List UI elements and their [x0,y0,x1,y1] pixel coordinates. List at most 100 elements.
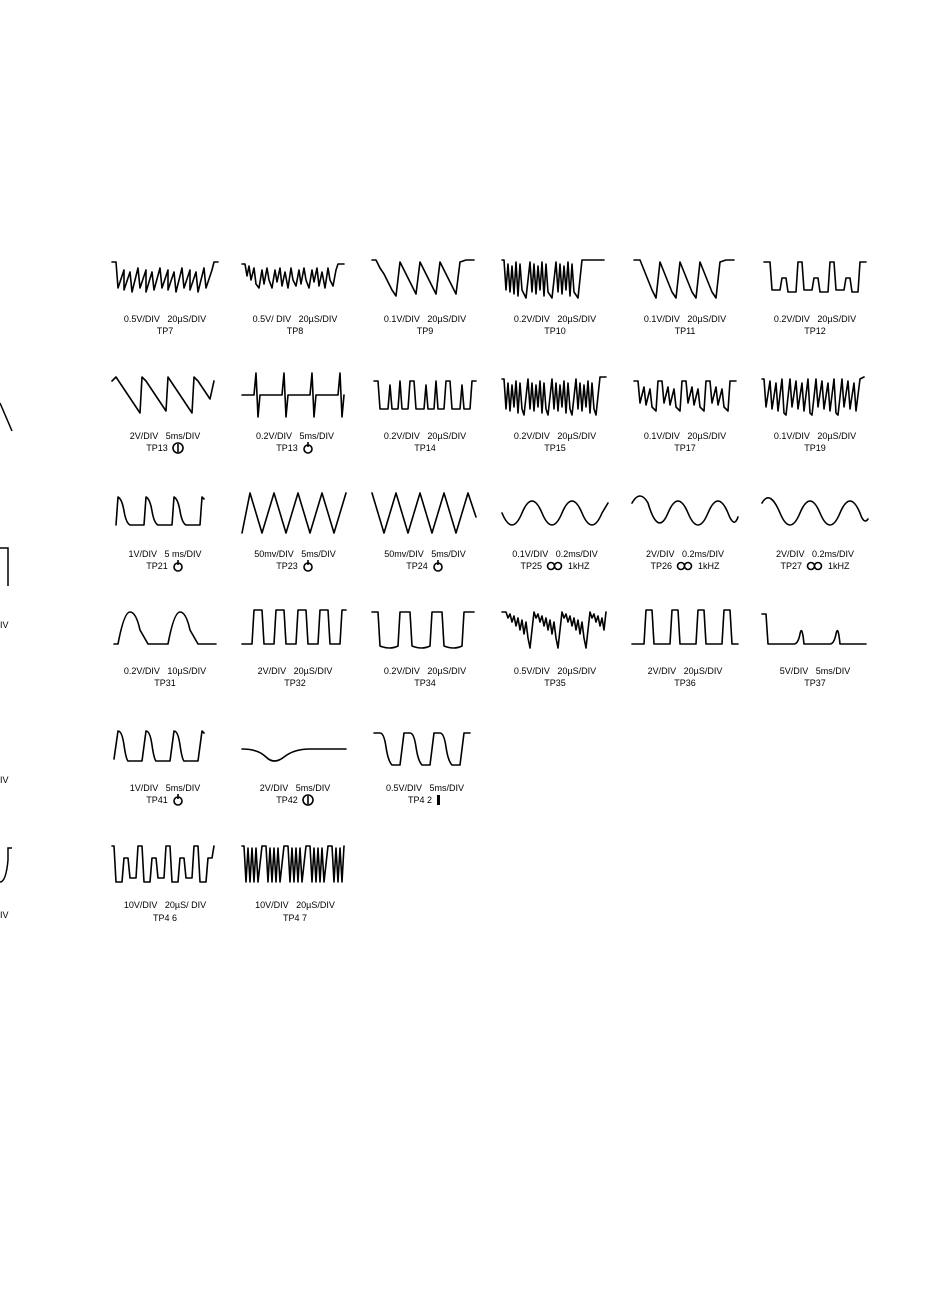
waveform-trace [110,485,220,540]
edge-fragment [0,395,16,437]
scale-label: 0.2V/DIV 20µS/DIV [514,430,596,442]
scale-label: 0.5V/DIV 20µS/DIV [124,313,206,325]
waveform-cell: 0.5V/ DIV 20µS/DIVTP8 [230,250,360,337]
testpoint-label: TP34 [384,677,466,689]
scale-label: 0.2V/DIV 5ms/DIV [256,430,334,442]
waveform-cell: 5V/DIV 5ms/DIVTP37 [750,602,880,689]
scale-label: 10V/DIV 20µS/ DIV [124,899,206,911]
testpoint-label: TP8 [253,325,338,337]
waveform-cell: 0.2V/DIV 5ms/DIVTP13 [230,367,360,454]
waveform-trace [370,367,480,422]
waveform-labels: 2V/DIV 0.2ms/DIVTP26 1kHZ [646,548,724,572]
testpoint-label: TP14 [384,442,466,454]
waveform-cell [620,719,750,806]
waveform-labels: 0.5V/ DIV 20µS/DIVTP8 [253,313,338,337]
testpoint-label: TP11 [644,325,726,337]
testpoint-label: TP32 [258,677,333,689]
waveform-cell: 0.2V/DIV 20µS/DIVTP10 [490,250,620,337]
waveform-reference-page: IV IV IV 0.5V/DIV 20µS/DIVTP70.5V/ DIV 2… [0,0,950,1304]
edge-fragment [0,840,16,892]
waveform-trace [240,250,350,305]
waveform-cell [490,719,620,806]
testpoint-label: TP13 [130,442,201,454]
waveform-cell: 0.2V/DIV 20µS/DIVTP12 [750,250,880,337]
scale-label: 0.1V/DIV 0.2ms/DIV [512,548,598,560]
waveform-labels: 1V/DIV 5ms/DIVTP41 [130,782,201,806]
waveform-cell [620,836,750,923]
bar-icon [436,794,442,806]
waveform-cell: 2V/DIV 20µS/DIVTP32 [230,602,360,689]
scale-label: 0.5V/DIV 20µS/DIV [514,665,596,677]
testpoint-label: TP27 1kHZ [776,560,854,572]
scale-label: 0.2V/DIV 20µS/DIV [774,313,856,325]
waveform-trace [240,836,350,891]
waveform-cell: 0.1V/DIV 0.2ms/DIVTP25 1kHZ [490,485,620,572]
phase-1-icon [172,442,184,454]
testpoint-label: TP17 [644,442,726,454]
testpoint-label: TP4 2 [386,794,464,806]
waveform-trace [630,250,740,305]
waveform-labels: 0.2V/DIV 5ms/DIVTP13 [256,430,334,454]
scale-label: 0.1V/DIV 20µS/DIV [644,313,726,325]
edge-fragment-label: IV [0,910,9,920]
testpoint-label: TP42 [260,794,331,806]
testpoint-label: TP37 [780,677,851,689]
scale-label: 0.2V/DIV 20µS/DIV [384,665,466,677]
waveform-cell: 1V/DIV 5ms/DIVTP41 [100,719,230,806]
waveform-trace [240,485,350,540]
scale-label: 50mv/DIV 5ms/DIV [254,548,336,560]
scale-label: 5V/DIV 5ms/DIV [780,665,851,677]
scale-label: 2V/DIV 20µS/DIV [648,665,723,677]
testpoint-label: TP19 [774,442,856,454]
phase-icon [172,560,184,572]
waveform-labels: 2V/DIV 0.2ms/DIVTP27 1kHZ [776,548,854,572]
testpoint-label: TP13 [256,442,334,454]
phase-icon [302,560,314,572]
waveform-labels: 0.1V/DIV 20µS/DIVTP17 [644,430,726,454]
phase-icon [302,442,314,454]
waveform-labels: 0.1V/DIV 0.2ms/DIVTP25 1kHZ [512,548,598,572]
scale-label: 0.1V/DIV 20µS/DIV [384,313,466,325]
waveform-labels: 50mv/DIV 5ms/DIVTP23 [254,548,336,572]
edge-fragment [0,540,16,592]
waveform-cell [750,719,880,806]
waveform-trace [630,367,740,422]
waveform-cell: 2V/DIV 5ms/DIVTP42 [230,719,360,806]
waveform-trace [500,250,610,305]
testpoint-label: TP21 [128,560,201,572]
scale-label: 1V/DIV 5ms/DIV [130,782,201,794]
waveform-labels: 0.2V/DIV 10µS/DIVTP31 [124,665,206,689]
testpoint-label: TP26 1kHZ [646,560,724,572]
waveform-trace [370,719,480,774]
testpoint-label: TP31 [124,677,206,689]
waveform-cell: 10V/DIV 20µS/ DIVTP4 6 [100,836,230,923]
scale-label: 2V/DIV 5ms/DIV [260,782,331,794]
waveform-trace [110,367,220,422]
waveform-trace [630,485,740,540]
scale-label: 0.5V/DIV 5ms/DIV [386,782,464,794]
phase-icon [432,560,444,572]
waveform-cell: 0.1V/DIV 20µS/DIVTP17 [620,367,750,454]
scale-label: 2V/DIV 20µS/DIV [258,665,333,677]
waveform-trace [110,250,220,305]
waveform-labels: 0.2V/DIV 20µS/DIVTP34 [384,665,466,689]
waveform-cell: 0.1V/DIV 20µS/DIVTP9 [360,250,490,337]
waveform-cell: 0.1V/DIV 20µS/DIVTP11 [620,250,750,337]
testpoint-label: TP9 [384,325,466,337]
waveform-trace [500,485,610,540]
waveform-cell [490,836,620,923]
waveform-labels: 2V/DIV 20µS/DIVTP32 [258,665,333,689]
testpoint-label: TP4 7 [255,912,335,924]
waveform-cell: 0.2V/DIV 20µS/DIVTP34 [360,602,490,689]
waveform-cell [750,836,880,923]
scale-label: 1V/DIV 5 ms/DIV [128,548,201,560]
waveform-cell: 2V/DIV 20µS/DIVTP36 [620,602,750,689]
testpoint-label: TP41 [130,794,201,806]
waveform-cell: 2V/DIV 5ms/DIVTP13 [100,367,230,454]
waveform-labels: 2V/DIV 5ms/DIVTP42 [260,782,331,806]
scale-label: 0.2V/DIV 20µS/DIV [384,430,466,442]
waveform-cell: 50mv/DIV 5ms/DIVTP24 [360,485,490,572]
testpoint-label: TP23 [254,560,336,572]
waveform-trace [110,836,220,891]
waveform-labels: 0.2V/DIV 20µS/DIVTP15 [514,430,596,454]
